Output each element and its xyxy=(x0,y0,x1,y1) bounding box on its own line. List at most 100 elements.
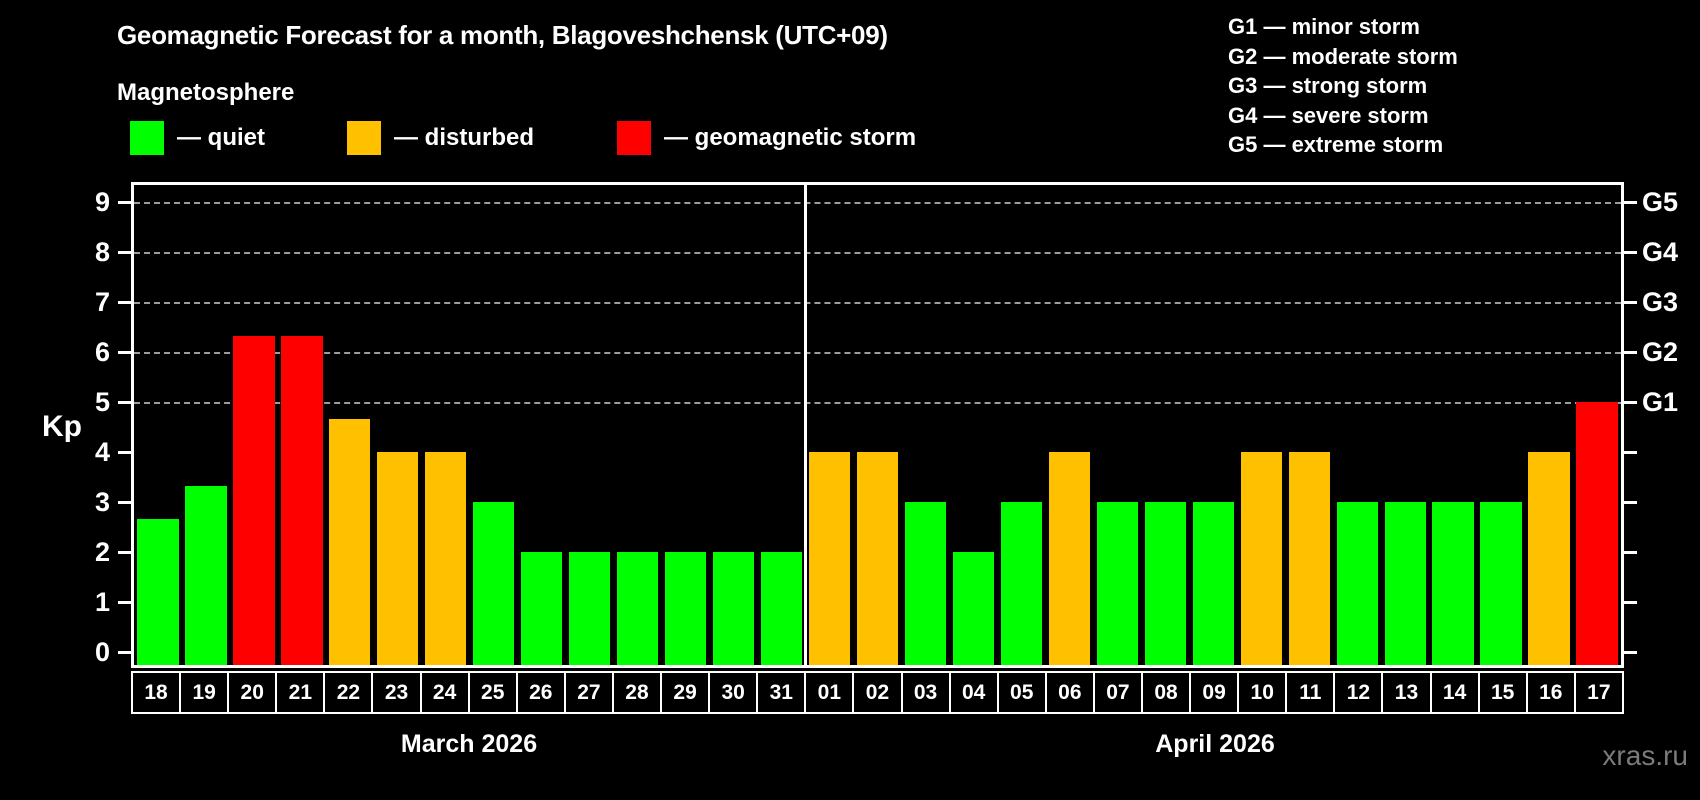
gridline-kp6 xyxy=(134,352,1621,354)
kp-bar-march-19 xyxy=(185,485,227,665)
kp-bar-march-27 xyxy=(569,552,611,665)
legend-item-disturbed: — disturbed xyxy=(347,121,534,155)
kp-bar-march-23 xyxy=(377,452,419,665)
y-tick-label-4: 4 xyxy=(94,437,110,467)
kp-bar-april-04 xyxy=(952,552,995,665)
legend-item-quiet: — quiet xyxy=(130,121,265,155)
left-tick-mark xyxy=(118,651,131,654)
kp-bar-april-03 xyxy=(904,502,947,665)
gridline-kp5 xyxy=(134,402,1621,404)
day-label-cell: 09 xyxy=(1189,671,1240,714)
left-tick-mark xyxy=(118,201,131,204)
day-label-cell: 22 xyxy=(323,671,374,714)
magnetosphere-label: Magnetosphere xyxy=(117,79,295,106)
day-label-cell: 03 xyxy=(900,671,951,714)
kp-bar-march-20 xyxy=(233,335,275,665)
day-label-cell: 27 xyxy=(563,671,614,714)
right-tick-mark xyxy=(1624,651,1637,654)
y-axis-title: Kp xyxy=(42,410,82,443)
gridline-kp9 xyxy=(134,202,1621,204)
day-label-cell: 02 xyxy=(852,671,903,714)
y-tick-label-7: 7 xyxy=(94,287,110,317)
day-label-cell: 14 xyxy=(1429,671,1480,714)
kp-bar-march-24 xyxy=(425,452,467,665)
month-label-april: April 2026 xyxy=(1155,730,1275,758)
kp-bar-april-10 xyxy=(1240,452,1282,665)
day-label-cell: 21 xyxy=(275,671,326,714)
day-label-cell: 06 xyxy=(1044,671,1095,714)
y-tick-label-0: 0 xyxy=(94,637,110,667)
day-label-cell: 25 xyxy=(467,671,518,714)
kp-bar-march-22 xyxy=(329,418,371,665)
y-tick-label-6: 6 xyxy=(94,337,110,367)
kp-bar-march-28 xyxy=(617,552,659,665)
day-label-cell: 13 xyxy=(1381,671,1432,714)
kp-bar-march-18 xyxy=(137,518,179,665)
quiet-color-swatch xyxy=(130,121,164,155)
day-label-cell: 20 xyxy=(227,671,278,714)
legend-disturbed-label: — disturbed xyxy=(394,124,535,151)
right-tick-mark xyxy=(1624,201,1637,204)
day-label-cell: 15 xyxy=(1477,671,1528,714)
y-tick-label-9: 9 xyxy=(94,187,110,217)
g-scale-label-g5: G5 xyxy=(1642,187,1679,217)
g1-legend-line: G1 — minor storm xyxy=(1228,14,1420,39)
day-label-cell: 23 xyxy=(371,671,422,714)
kp-bar-april-06 xyxy=(1048,452,1090,665)
day-label-cell: 28 xyxy=(611,671,663,714)
right-tick-mark xyxy=(1624,251,1637,254)
gridline-kp7 xyxy=(134,302,1621,304)
day-label-cell: 26 xyxy=(515,671,566,714)
g-scale-legend: G1 — minor storm G2 — moderate storm G3 … xyxy=(1228,12,1458,160)
left-tick-mark xyxy=(118,301,131,304)
day-axis-row: 18 19 20 21 22 23 24 25 26 27 28 29 30 31 01 02 03 04 05 06… xyxy=(131,671,1624,714)
y-tick-label-1: 1 xyxy=(94,587,110,617)
y-tick-label-8: 8 xyxy=(94,237,110,267)
gridline-kp8 xyxy=(134,252,1621,254)
right-tick-mark xyxy=(1624,351,1637,354)
kp-bar-april-14 xyxy=(1432,502,1474,665)
day-label-cell: 18 xyxy=(131,671,182,714)
legend-storm-label: — geomagnetic storm xyxy=(664,124,917,151)
right-tick-mark xyxy=(1624,551,1637,554)
kp-bar-april-13 xyxy=(1384,502,1426,665)
y-tick-label-3: 3 xyxy=(94,487,110,517)
g-scale-label-g3: G3 xyxy=(1642,287,1679,317)
day-label-cell: 04 xyxy=(948,671,999,714)
right-tick-mark xyxy=(1624,501,1637,504)
kp-bar-march-31 xyxy=(760,552,803,665)
left-tick-mark xyxy=(118,451,131,454)
right-tick-mark xyxy=(1624,401,1637,404)
g5-legend-line: G5 — extreme storm xyxy=(1228,132,1444,157)
kp-bar-april-02 xyxy=(856,452,899,665)
kp-bar-april-17 xyxy=(1576,402,1618,665)
kp-bar-april-11 xyxy=(1288,452,1330,665)
day-label-cell: 16 xyxy=(1525,671,1576,714)
day-label-cell: 30 xyxy=(708,671,759,714)
kp-bar-april-09 xyxy=(1192,502,1234,665)
left-tick-mark xyxy=(118,601,131,604)
kp-bar-march-21 xyxy=(281,335,323,665)
plot-area xyxy=(131,182,1624,668)
left-tick-mark xyxy=(118,501,131,504)
kp-bar-march-30 xyxy=(712,552,755,665)
kp-bar-march-29 xyxy=(665,552,707,665)
g3-legend-line: G3 — strong storm xyxy=(1228,73,1428,98)
watermark: xras.ru xyxy=(1602,740,1688,771)
kp-bar-march-26 xyxy=(521,552,563,665)
storm-color-swatch xyxy=(617,121,651,155)
day-label-cell: 17 xyxy=(1573,671,1624,714)
y-tick-label-5: 5 xyxy=(94,387,110,417)
kp-bar-april-15 xyxy=(1480,502,1522,665)
plot-inner xyxy=(134,185,1621,665)
left-tick-mark xyxy=(118,551,131,554)
day-label-cell: 12 xyxy=(1333,671,1384,714)
kp-bar-april-12 xyxy=(1336,502,1378,665)
day-label-cell: 31 xyxy=(756,671,807,714)
g-scale-label-g2: G2 xyxy=(1642,337,1679,367)
day-label-cell: 08 xyxy=(1140,671,1192,714)
day-label-cell: 07 xyxy=(1092,671,1143,714)
day-label-cell: 01 xyxy=(804,671,855,714)
day-label-cell: 19 xyxy=(179,671,230,714)
